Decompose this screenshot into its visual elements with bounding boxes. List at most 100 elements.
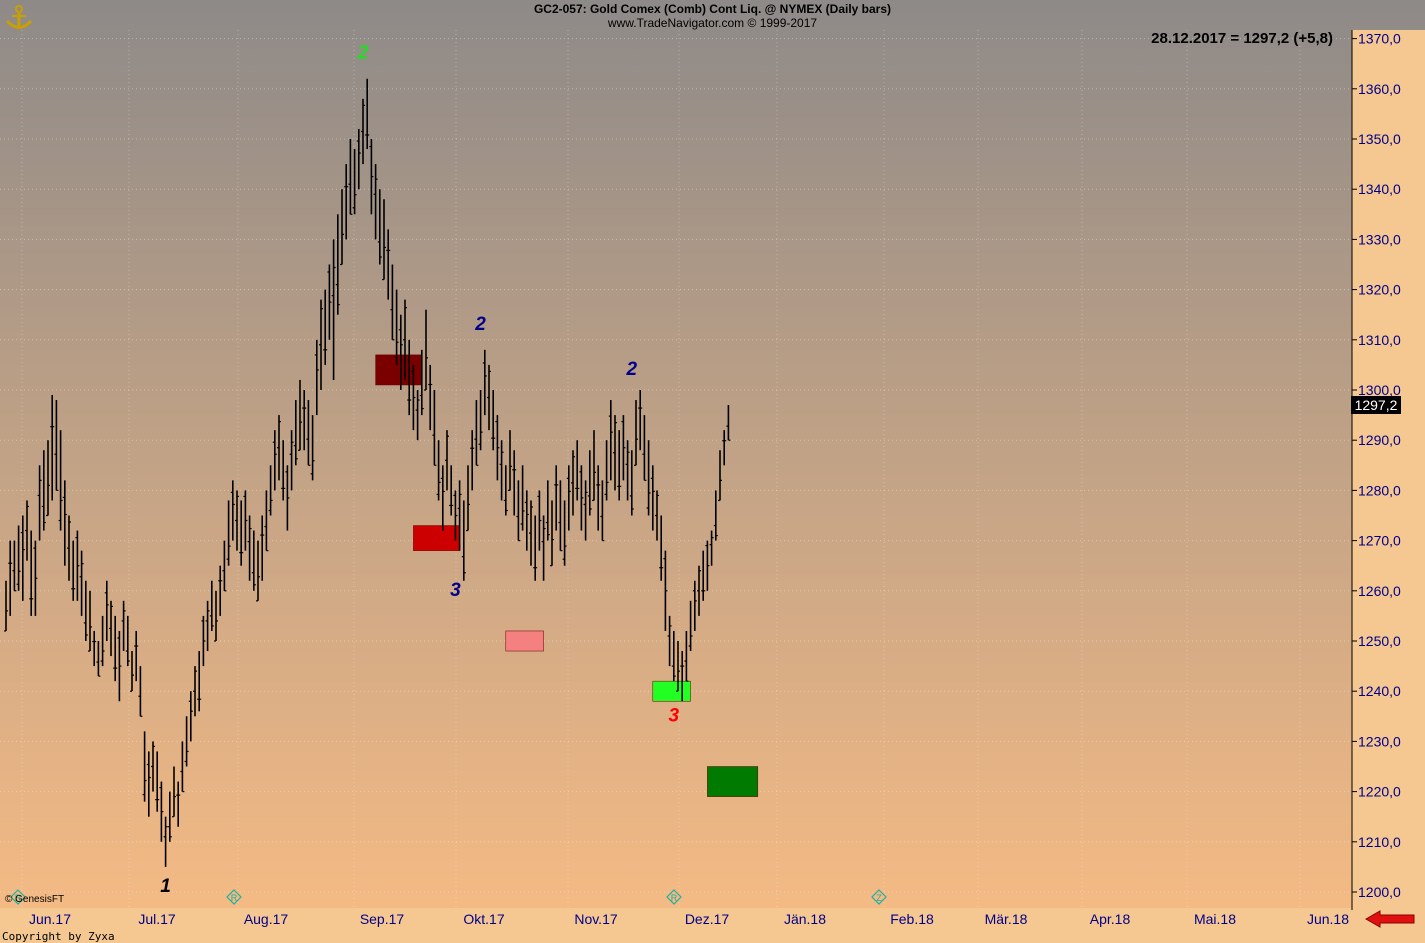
x-tick-label: Jun.17	[29, 911, 71, 927]
x-tick-label: Jän.18	[784, 911, 826, 927]
price-bar	[382, 199, 386, 281]
price-bar	[113, 615, 118, 682]
signal-box	[413, 525, 460, 551]
price-bar	[235, 490, 239, 551]
price-bar	[403, 299, 407, 380]
price-bar	[41, 450, 46, 531]
price-bar	[600, 480, 605, 542]
price-bar	[302, 390, 307, 451]
y-tick-label: 1230,0	[1358, 733, 1401, 749]
price-bar	[50, 395, 55, 501]
price-bar	[356, 128, 361, 190]
price-bar	[684, 630, 689, 682]
y-tick-label: 1320,0	[1358, 282, 1401, 298]
price-bar	[491, 390, 496, 451]
price-bar	[617, 430, 622, 501]
svg-text:R: R	[671, 893, 678, 903]
price-bar	[474, 400, 479, 466]
price-bar	[184, 716, 189, 767]
price-bar	[680, 651, 685, 702]
y-tick-label: 1360,0	[1358, 81, 1401, 97]
price-bar	[180, 741, 185, 793]
event-marker[interactable]: Z	[871, 889, 887, 905]
chart-title: GC2-057: Gold Comex (Comb) Cont Liq. @ N…	[533, 2, 892, 16]
price-bar	[718, 450, 722, 502]
price-bar	[62, 480, 67, 566]
event-marker[interactable]: R	[10, 889, 26, 905]
x-tick-label: Nov.17	[574, 911, 618, 927]
y-tick-label: 1210,0	[1358, 834, 1401, 850]
wave-labels: 2 1 2 3 2 3	[160, 43, 679, 897]
price-bar	[142, 731, 147, 802]
price-bar	[365, 78, 370, 150]
last-price-label: 28.12.2017 = 1297,2 (+5,8)	[1151, 30, 1333, 47]
price-bar	[75, 530, 80, 601]
red-left-arrow-icon[interactable]	[1364, 910, 1416, 928]
price-bar	[146, 751, 151, 817]
price-bar	[251, 530, 256, 591]
last-price-tag: 1297,2	[1351, 396, 1401, 414]
price-bar	[134, 630, 139, 682]
time-axis: Jun.17 Jul.17 Aug.17 Sep.17 Okt.17 Nov.17 Dez.…	[29, 911, 1349, 927]
price-bar	[218, 565, 223, 616]
grid-lines	[0, 30, 1352, 908]
price-bar	[592, 430, 596, 502]
price-bar	[558, 480, 563, 552]
price-bar	[697, 565, 701, 616]
price-bar	[277, 415, 281, 481]
event-marker[interactable]: R	[666, 889, 682, 905]
svg-text:R: R	[15, 893, 22, 903]
price-bar	[541, 515, 546, 581]
x-tick-label: Apr.18	[1090, 911, 1131, 927]
price-bar	[625, 440, 630, 501]
signal-boxes	[375, 354, 759, 797]
price-bar	[197, 651, 202, 712]
price-bar	[314, 339, 319, 416]
price-bar	[230, 480, 235, 541]
price-bar	[117, 630, 122, 702]
price-bar	[726, 405, 731, 441]
x-tick-label: Mär.18	[985, 911, 1028, 927]
price-bar	[676, 641, 680, 692]
price-bar	[298, 379, 302, 451]
price-bar	[453, 490, 458, 541]
price-bar	[281, 440, 286, 501]
price-bar	[272, 430, 277, 491]
x-tick-label: Jul.17	[138, 911, 176, 927]
price-bar	[478, 390, 483, 451]
price-bar	[92, 630, 97, 667]
price-bar	[709, 530, 714, 566]
price-bar	[130, 651, 134, 692]
signal-box	[505, 630, 544, 652]
price-bar	[390, 264, 395, 341]
price-bar	[655, 490, 659, 541]
event-marker[interactable]: R	[226, 889, 242, 905]
price-bar	[575, 440, 580, 501]
price-bar	[310, 415, 315, 481]
wave-label: 3	[450, 580, 461, 601]
time-axis-panel	[0, 908, 1425, 943]
price-bar	[398, 314, 403, 390]
price-bar	[503, 465, 508, 516]
anchor-logo-icon[interactable]	[4, 4, 34, 32]
price-bar	[499, 440, 504, 501]
price-bar	[377, 189, 382, 265]
price-bar	[29, 530, 34, 616]
price-bar	[12, 540, 17, 592]
wave-label: 3	[669, 705, 680, 726]
y-tick-label: 1340,0	[1358, 181, 1401, 197]
price-bar	[554, 465, 559, 531]
wave-label: 1	[160, 876, 171, 897]
y-tick-label: 1280,0	[1358, 482, 1401, 498]
y-tick-label: 1200,0	[1358, 884, 1401, 900]
price-bar	[352, 149, 357, 215]
price-bar	[323, 289, 328, 365]
x-tick-label: Jun.18	[1307, 911, 1349, 927]
price-bar	[67, 515, 71, 581]
price-bar	[524, 490, 529, 551]
price-bar	[688, 600, 693, 652]
price-bar	[411, 364, 416, 431]
price-bar	[289, 430, 294, 491]
